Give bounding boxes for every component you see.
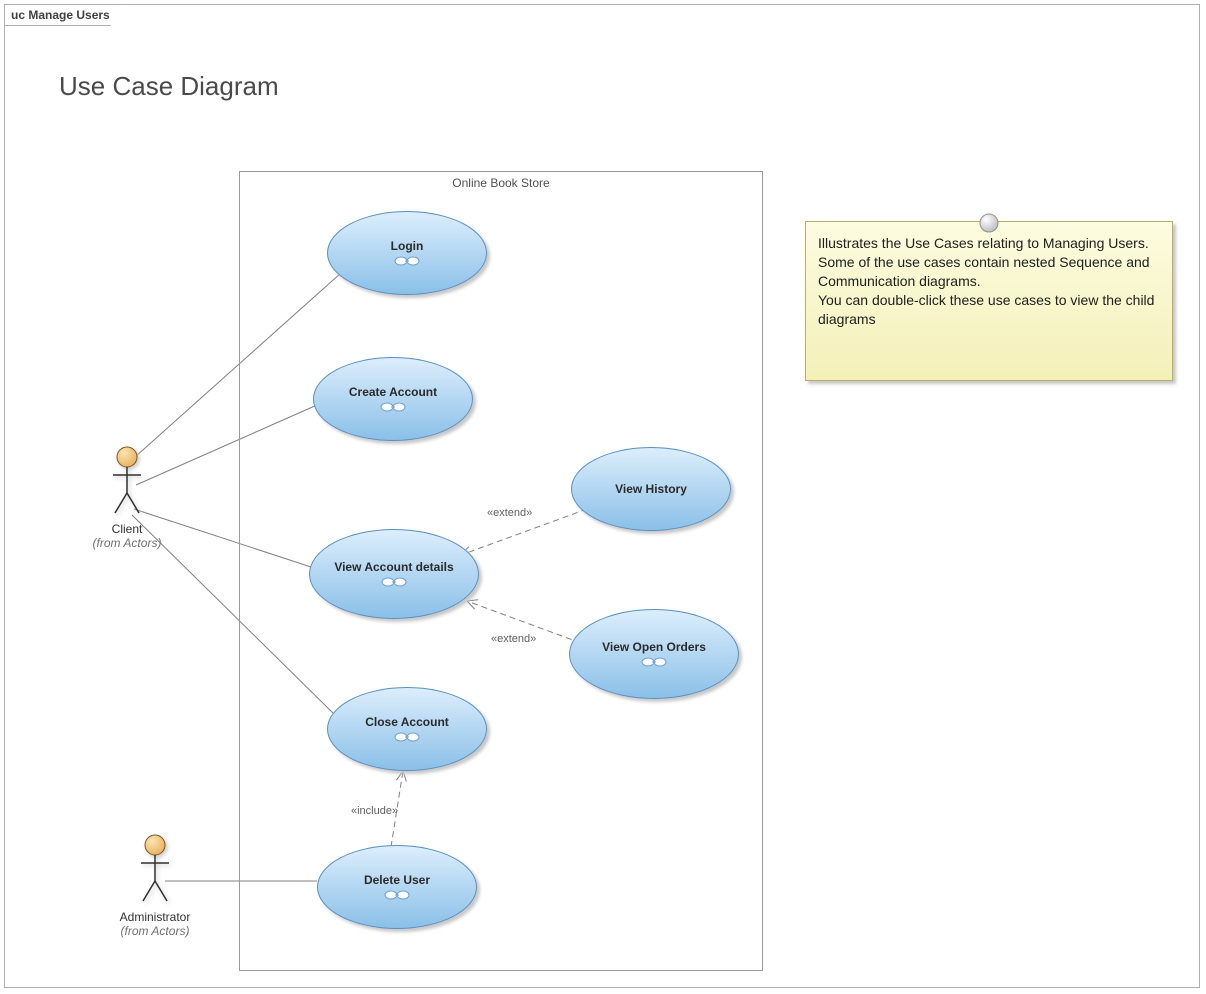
usecase-close[interactable]: Close Account — [327, 687, 487, 771]
nested-diagram-icon — [392, 255, 422, 267]
edge-label: «include» — [351, 805, 398, 817]
usecase-label: Login — [383, 239, 432, 253]
nested-diagram-icon — [392, 731, 422, 743]
usecase-viewopen[interactable]: View Open Orders — [569, 609, 739, 699]
usecase-label: Close Account — [357, 715, 457, 729]
actor-client[interactable]: Client(from Actors) — [87, 445, 167, 550]
usecase-login[interactable]: Login — [327, 211, 487, 295]
note-text: Illustrates the Use Cases relating to Ma… — [818, 234, 1160, 328]
usecase-viewacct[interactable]: View Account details — [309, 529, 479, 619]
usecase-label: View History — [607, 482, 695, 496]
actor-sublabel: (from Actors) — [115, 924, 195, 938]
page-title: Use Case Diagram — [59, 71, 279, 102]
usecase-viewhist[interactable]: View History — [571, 447, 731, 531]
actor-label: Client — [87, 522, 167, 536]
page-title-text: Use Case Diagram — [59, 71, 279, 101]
nested-diagram-icon — [378, 401, 408, 413]
nested-diagram-icon — [382, 889, 412, 901]
actor-icon — [135, 833, 175, 905]
system-boundary-label: Online Book Store — [240, 176, 762, 190]
diagram-canvas: uc Manage Users Use Case Diagram Online … — [0, 0, 1206, 994]
usecase-label: View Account details — [326, 560, 461, 574]
nested-diagram-icon — [379, 576, 409, 588]
usecase-label: Create Account — [341, 385, 445, 399]
usecase-label: Delete User — [356, 873, 438, 887]
edge-label: «extend» — [491, 633, 536, 645]
usecase-delete[interactable]: Delete User — [317, 845, 477, 929]
nested-diagram-icon — [639, 656, 669, 668]
frame-tab-label: uc Manage Users — [11, 8, 110, 22]
diagram-frame: uc Manage Users Use Case Diagram Online … — [4, 4, 1200, 988]
actor-admin[interactable]: Administrator(from Actors) — [115, 833, 195, 938]
pushpin-icon — [978, 212, 1000, 234]
actor-icon — [107, 445, 147, 517]
actor-sublabel: (from Actors) — [87, 536, 167, 550]
edge-label: «extend» — [487, 507, 532, 519]
note: Illustrates the Use Cases relating to Ma… — [805, 221, 1173, 381]
usecase-label: View Open Orders — [594, 640, 714, 654]
actor-label: Administrator — [115, 910, 195, 924]
note-line: You can double-click these use cases to … — [818, 291, 1160, 329]
frame-tab: uc Manage Users — [4, 4, 121, 26]
note-line: Illustrates the Use Cases relating to Ma… — [818, 234, 1160, 291]
usecase-create[interactable]: Create Account — [313, 357, 473, 441]
